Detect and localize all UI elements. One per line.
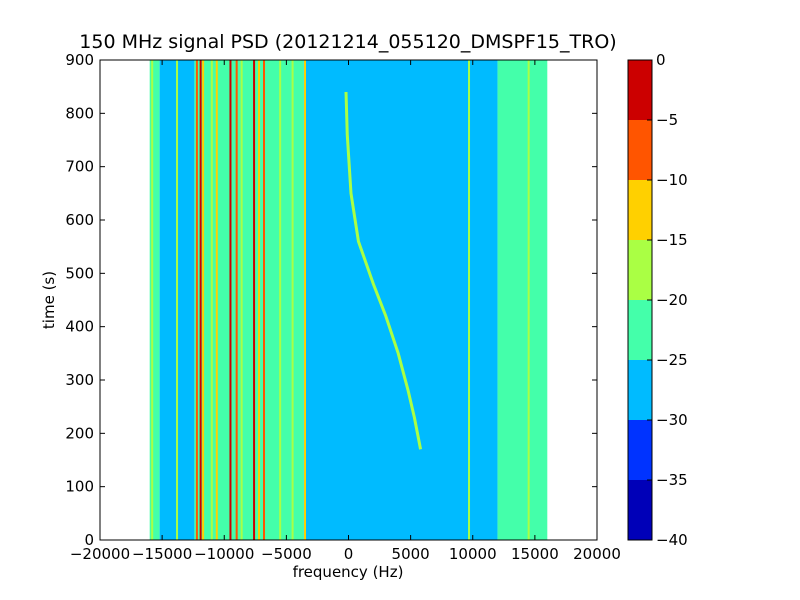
y-tick-label: 300 [65,371,94,389]
colorbar-tick-label: −5 [656,111,678,129]
y-tick-label: 100 [65,478,94,496]
doppler-trace [344,91,423,450]
x-tick-label: 0 [344,545,354,563]
y-tick-label: 0 [84,531,94,549]
heatmap-area [149,60,548,540]
x-tick-label: −15000 [132,545,192,563]
y-tick-label: 700 [65,158,94,176]
colorbar: −40 −35 −30 −25 −20 −15 −10 −5 0 [627,51,688,549]
colorbar-segment [628,180,652,240]
y-axis-label: time (s) [40,271,58,329]
y-tick-label: 200 [65,424,94,442]
x-tick-label: −5000 [261,545,312,563]
signal-lines [151,60,530,540]
spectral-band [149,60,160,540]
colorbar-tick-label: −35 [656,471,688,489]
colorbar-segment [628,480,652,540]
colorbar-segment [628,240,652,300]
colorbar-segment [628,60,652,120]
colorbar-segment [628,360,652,420]
x-axis: −20000 −15000 −10000 −5000 0 5000 10000 15000 20… [70,60,621,563]
y-tick-label: 800 [65,104,94,122]
y-tick-label: 600 [65,211,94,229]
colorbar-segment [628,300,652,360]
spectral-band [303,60,349,540]
x-tick-label: −20000 [70,545,130,563]
chart-title: 150 MHz signal PSD (20121214_055120_DMSP… [79,31,616,53]
x-tick-label: 20000 [573,545,621,563]
spectral-band [497,60,548,540]
colorbar-tick-label: −10 [656,171,688,189]
x-tick-label: −10000 [194,545,254,563]
spectral-band [348,60,498,540]
colorbar-tick-label: −25 [656,351,688,369]
y-axis: 0 100 200 300 400 500 600 700 800 900 [65,51,597,549]
colorbar-tick-label: −30 [656,411,688,429]
x-tick-label: 15000 [511,545,559,563]
x-tick-label: 5000 [392,545,430,563]
colorbar-segment [628,420,652,480]
colorbar-segment [628,120,652,180]
y-tick-label: 400 [65,318,94,336]
colorbar-tick-label: 0 [656,51,666,69]
colorbar-tick-label: −40 [656,531,688,549]
x-axis-label: frequency (Hz) [293,563,404,581]
colorbar-tick-label: −20 [656,291,688,309]
x-tick-label: 10000 [449,545,497,563]
y-tick-label: 500 [65,264,94,282]
y-tick-label: 900 [65,51,94,69]
colorbar-tick-label: −15 [656,231,688,249]
